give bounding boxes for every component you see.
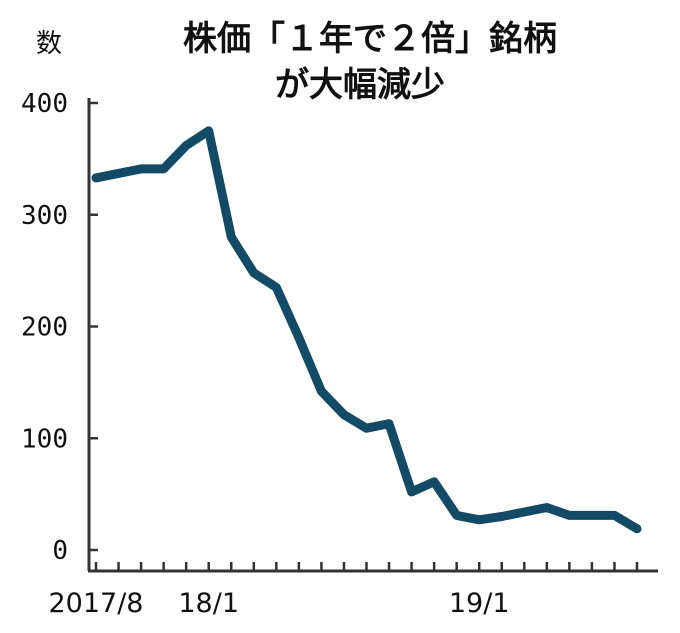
y-axis-ticks: 0 100 200 300 400 — [21, 89, 98, 566]
y-axis-label: 数 — [36, 29, 62, 59]
chart-subtitle: が大幅減少 — [275, 65, 445, 105]
y-tick-label: 200 — [21, 313, 68, 343]
chart-title: 株価「１年で２倍」銘柄 — [183, 19, 557, 59]
x-axis-ticks: 2017/8 18/1 19/1 — [49, 562, 639, 619]
x-tick-label: 18/1 — [178, 588, 239, 619]
x-tick-label: 19/1 — [449, 588, 510, 619]
y-tick-label: 300 — [21, 201, 68, 231]
series-layer — [91, 126, 642, 534]
y-tick-label: 0 — [52, 536, 68, 566]
y-tick-label: 400 — [21, 89, 68, 119]
x-tick-label: 2017/8 — [49, 588, 144, 619]
series-line — [91, 126, 642, 534]
y-tick-label: 100 — [21, 424, 68, 454]
